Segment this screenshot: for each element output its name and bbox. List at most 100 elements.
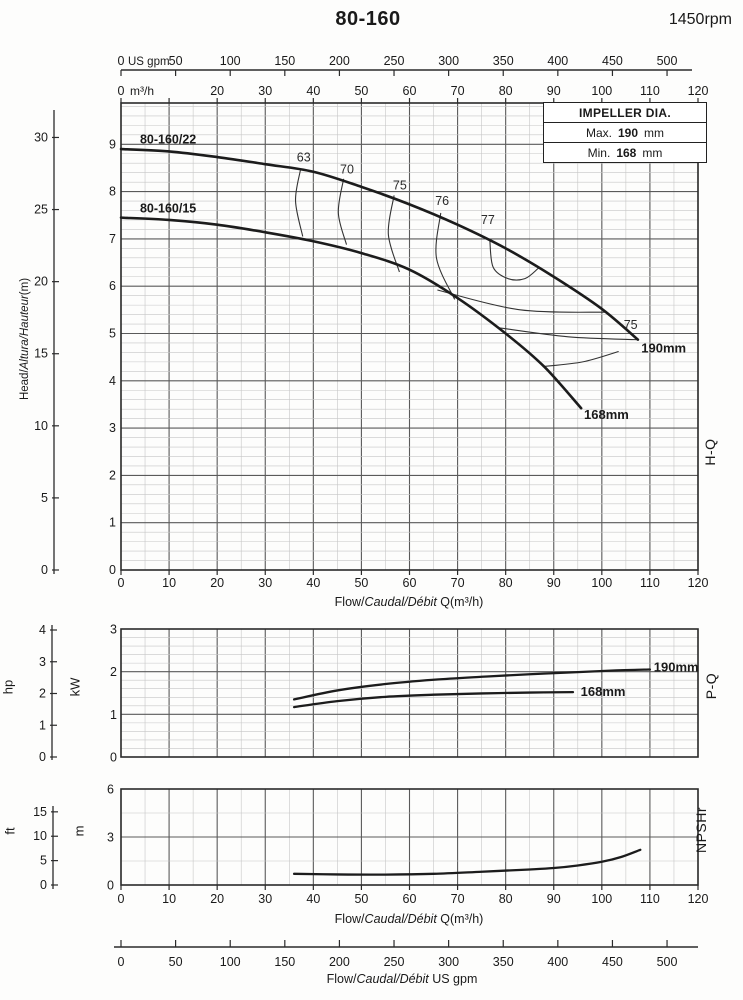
npshr-flow-axis-title: Flow/Caudal/Débit Q(m³/h) bbox=[334, 912, 484, 926]
npshr-curve bbox=[292, 848, 642, 876]
gpm-tick-label: 100 bbox=[220, 54, 241, 68]
head-m-tick-label: 7 bbox=[109, 232, 116, 246]
plot-border bbox=[120, 628, 699, 758]
npshr-ft-tick-label: 0 bbox=[40, 878, 47, 892]
impeller-max-value: 190 bbox=[617, 125, 639, 140]
efficiency-label: 75 bbox=[624, 318, 638, 332]
main-flow-axis-title: Flow/Caudal/Débit Q(m³/h) bbox=[334, 595, 484, 609]
kw-tick-label: 0 bbox=[110, 751, 117, 765]
gpm-tick-label: 150 bbox=[274, 54, 295, 68]
m3h-axis-unit: m³/h bbox=[130, 84, 154, 98]
efficiency-contour-75 bbox=[498, 327, 637, 341]
m3h-tick-label: 30 bbox=[258, 84, 272, 98]
hq-curve-190mm bbox=[119, 147, 640, 341]
head-ft-tick-label: 5 bbox=[41, 491, 48, 505]
gpm-tick-label: 300 bbox=[438, 54, 459, 68]
efficiency-label: 76 bbox=[435, 194, 449, 208]
curve-label: 168mm bbox=[584, 407, 629, 422]
gpm-tick-label: 100 bbox=[220, 955, 241, 969]
head-ft-tick-label: 25 bbox=[34, 203, 48, 217]
m3h-tick-label: 90 bbox=[547, 84, 561, 98]
pq-labels: 190mm 168mm bbox=[581, 659, 699, 699]
m3h-tick-label: 120 bbox=[688, 84, 709, 98]
npshr-x-tick-label: 70 bbox=[451, 892, 465, 906]
efficiency-label: 70 bbox=[340, 162, 354, 176]
kw-tick-label: 2 bbox=[110, 665, 117, 679]
m3h-tick-label: 70 bbox=[451, 84, 465, 98]
hq-efficiency-contours bbox=[294, 170, 637, 368]
page-title: 80-160 bbox=[335, 8, 401, 30]
gpm-tick-label: 350 bbox=[493, 955, 514, 969]
npshr-x-tick-label: 40 bbox=[306, 892, 320, 906]
ft-axis-title: ft bbox=[2, 826, 18, 835]
efficiency-label: 75 bbox=[393, 178, 407, 192]
pq-curve-168mm bbox=[292, 690, 575, 709]
impeller-min-unit: mm bbox=[642, 145, 663, 160]
impeller-min-value: 168 bbox=[616, 145, 637, 160]
curve-label: 190mm bbox=[654, 659, 699, 674]
pq-curves bbox=[292, 668, 652, 709]
gpm-tick-label: 50 bbox=[169, 955, 183, 969]
npshr-x-tick-label: 110 bbox=[640, 892, 660, 906]
gpm-axis-unit: US gpm bbox=[128, 56, 170, 68]
pq-chart-title: P-Q bbox=[702, 672, 719, 700]
head-m-tick-label: 0 bbox=[109, 563, 116, 577]
head-ft-tick-label: 10 bbox=[34, 419, 48, 433]
m3h-tick-label: 100 bbox=[591, 84, 612, 98]
npshr-m-tick-label: 3 bbox=[107, 831, 114, 845]
hq-x-tick-label: 0 bbox=[118, 576, 125, 590]
m3h-tick-label: 20 bbox=[210, 84, 224, 98]
npshr-x-tick-label: 80 bbox=[499, 892, 513, 906]
curve-label: 80-160/15 bbox=[140, 202, 196, 216]
npshr-x-tick-label: 0 bbox=[118, 892, 125, 906]
gpm-tick-label: 50 bbox=[169, 54, 183, 68]
hq-x-tick-label: 10 bbox=[162, 576, 176, 590]
efficiency-contour-77 bbox=[489, 239, 539, 281]
hq-chart-title: H-Q bbox=[702, 438, 719, 466]
hq-x-tick-label: 110 bbox=[640, 576, 660, 590]
gpm-tick-label: 450 bbox=[602, 54, 623, 68]
head-m-tick-label: 5 bbox=[109, 327, 116, 341]
head-ft-tick-label: 20 bbox=[34, 275, 48, 289]
head-m-tick-label: 6 bbox=[109, 279, 116, 293]
impeller-max-unit: mm bbox=[644, 125, 665, 140]
npshr-ft-tick-label: 5 bbox=[40, 854, 47, 868]
efficiency-contour-76 bbox=[435, 212, 456, 300]
npshr-m-tick-label: 6 bbox=[107, 783, 114, 797]
m-axis-title: m bbox=[71, 825, 87, 836]
npshr-x-tick-label: 90 bbox=[547, 892, 561, 906]
npshr-x-tick-label: 30 bbox=[258, 892, 272, 906]
hq-curves bbox=[119, 147, 640, 410]
head-m-tick-label: 4 bbox=[109, 374, 116, 388]
impeller-dia-header: IMPELLER DIA. bbox=[544, 103, 706, 123]
head-ft-tick-label: 0 bbox=[41, 563, 48, 577]
curve-label: 190mm bbox=[641, 341, 686, 356]
gpm-tick-label: 300 bbox=[438, 955, 459, 969]
head-m-tick-label: 9 bbox=[109, 137, 116, 151]
npshr-ft-tick-label: 10 bbox=[33, 829, 47, 843]
hp-tick-label: 4 bbox=[39, 623, 46, 637]
gpm-tick-label: 0 bbox=[118, 955, 125, 969]
efficiency-contour-70 bbox=[542, 350, 619, 368]
impeller-max-label: Max. bbox=[585, 125, 612, 140]
npshr-x-tick-label: 60 bbox=[403, 892, 417, 906]
hq-x-tick-label: 120 bbox=[688, 576, 709, 590]
impeller-max-row: Max. 190 mm bbox=[544, 123, 706, 143]
hp-tick-label: 3 bbox=[39, 655, 46, 669]
npshr-curves bbox=[292, 848, 642, 876]
npshr-x-tick-label: 50 bbox=[354, 892, 368, 906]
bottom-gpm-axis: 0 50 100 150 200 250 300 350 400 450 500 bbox=[114, 940, 698, 969]
gpm-tick-label: 500 bbox=[657, 955, 678, 969]
pq-curve-190mm bbox=[292, 668, 652, 701]
pq-axes: 0 1 2 3 0 1 2 3 4 bbox=[39, 622, 117, 764]
hp-tick-label: 2 bbox=[39, 687, 46, 701]
gpm-tick-label: 250 bbox=[384, 54, 405, 68]
top-m3h-axis: 0 m³/h 20 30 40 50 60 70 80 90 100 110 120 bbox=[118, 84, 709, 98]
gpm-tick-label: 500 bbox=[657, 54, 678, 68]
impeller-dia-box: IMPELLER DIA. Max. 190 mm Min. 168 mm bbox=[543, 102, 707, 163]
hq-x-tick-label: 60 bbox=[403, 576, 417, 590]
m3h-tick-label: 110 bbox=[640, 84, 660, 98]
